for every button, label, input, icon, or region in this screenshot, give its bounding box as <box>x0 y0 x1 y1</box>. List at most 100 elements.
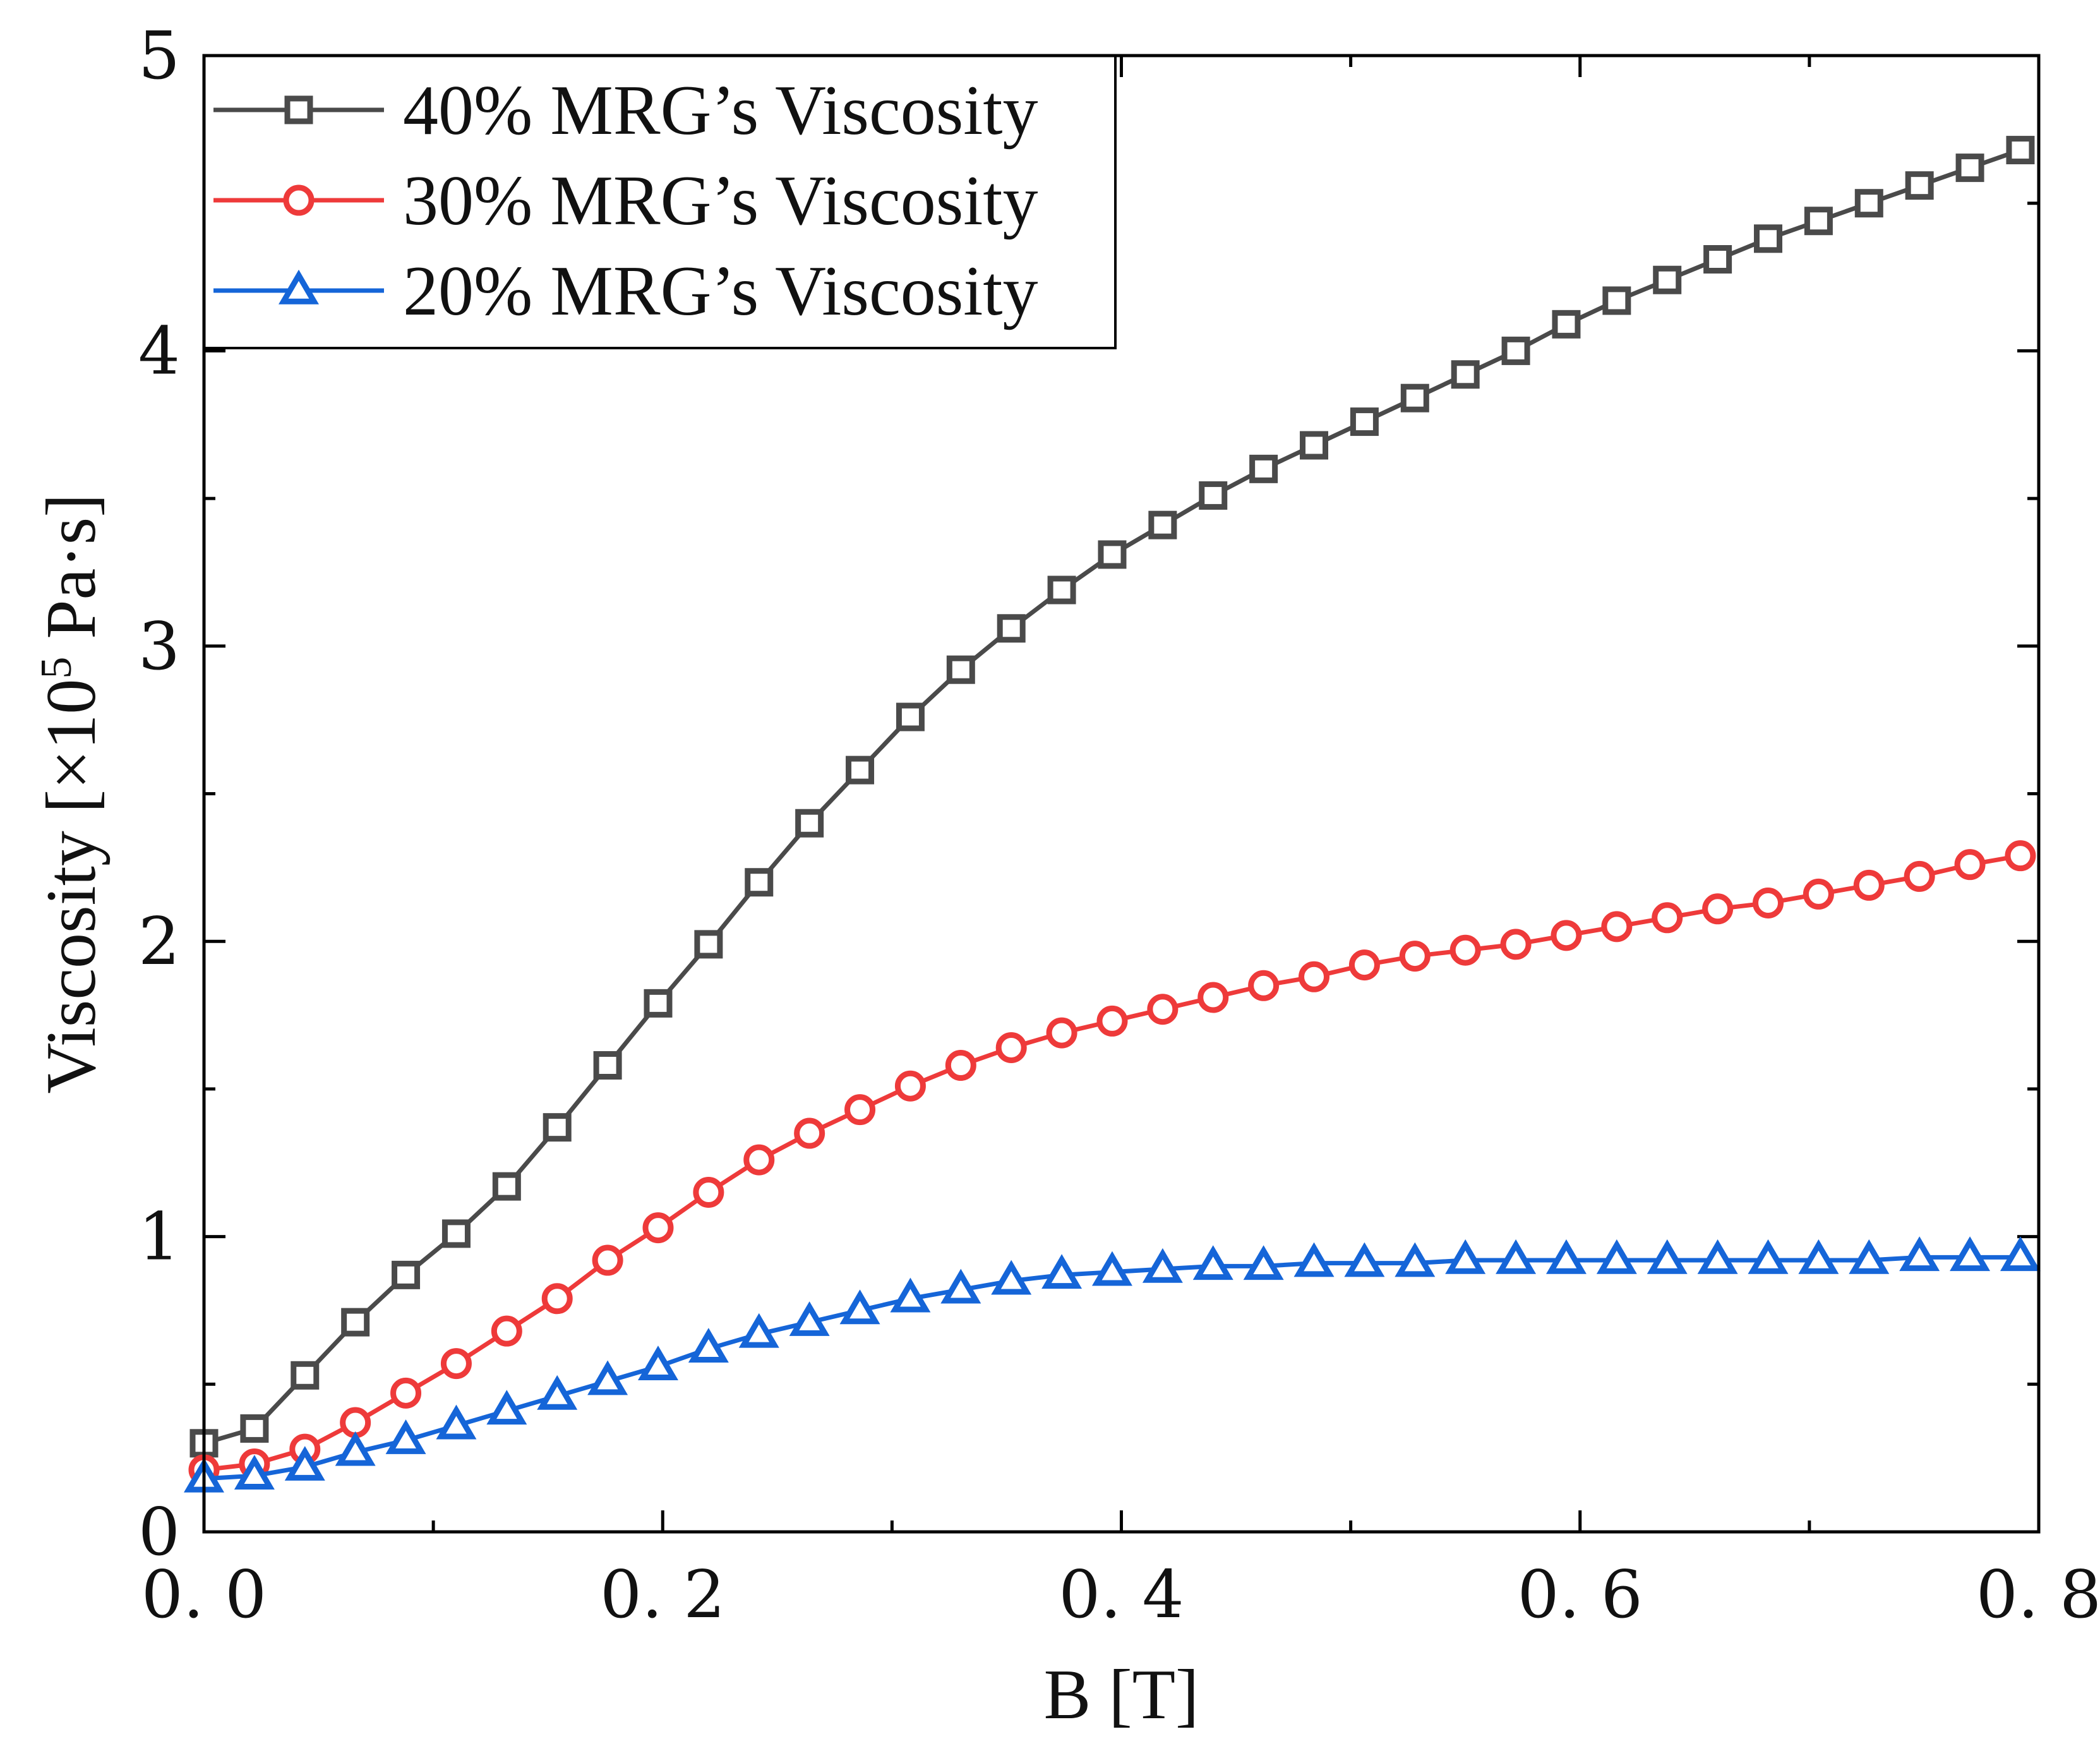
data-point-triangle <box>1596 1239 1637 1274</box>
tick-labels: 0. 0 0. 2 0. 4 0. 6 0. 8 0 1 2 3 4 5 <box>138 17 2100 1633</box>
data-point-circle <box>1753 887 1784 918</box>
legend-marker-square <box>284 95 313 124</box>
data-point-square <box>946 655 975 684</box>
data-point-circle <box>794 1117 825 1149</box>
data-point-circle <box>1803 878 1834 910</box>
data-point-triangle <box>284 1446 325 1481</box>
y-tick-label: 1 <box>138 1198 180 1275</box>
data-point-square <box>644 989 673 1018</box>
data-point-square <box>1300 431 1329 460</box>
data-point-circle <box>592 1244 623 1276</box>
data-point-square <box>1804 207 1833 236</box>
data-point-circle <box>945 1050 976 1081</box>
x-tick-label: 0. 2 <box>600 1556 725 1633</box>
legend-item: 40% MRG’s Viscosity <box>213 71 1038 150</box>
data-point-square <box>392 1260 421 1289</box>
data-point-square <box>341 1308 370 1337</box>
legend-label: 20% MRG’s Viscosity <box>403 252 1038 330</box>
data-point-circle <box>1147 994 1179 1025</box>
data-point-square <box>1199 481 1228 510</box>
y-axis-title-sup: 5 <box>32 657 81 679</box>
data-point-square <box>1047 575 1076 605</box>
data-point-square <box>1955 154 1984 183</box>
data-point-circle <box>1399 941 1431 972</box>
data-point-triangle <box>436 1404 477 1440</box>
data-point-triangle <box>1445 1239 1486 1274</box>
data-point-circle <box>743 1144 775 1176</box>
data-point-triangle <box>1293 1242 1335 1277</box>
x-tick-label: 0. 0 <box>141 1556 267 1633</box>
data-point-circle <box>1348 949 1380 981</box>
legend: 40% MRG’s Viscosity 30% MRG’s Viscosity 20… <box>203 54 1117 349</box>
data-point-triangle <box>1748 1239 1789 1274</box>
data-point-triangle <box>234 1455 275 1490</box>
legend-marker-circle <box>283 184 315 216</box>
data-point-square <box>795 809 824 838</box>
data-point-circle <box>541 1283 573 1315</box>
data-point-triangle <box>1545 1239 1587 1274</box>
data-point-square <box>1854 189 1883 218</box>
data-point-square <box>1249 454 1278 483</box>
data-point-triangle <box>738 1313 779 1348</box>
data-point-circle <box>1046 1017 1077 1049</box>
data-point-triangle <box>1496 1239 1537 1274</box>
data-point-triangle <box>1950 1236 1991 1272</box>
data-point-triangle <box>335 1431 376 1466</box>
data-point-triangle <box>1041 1254 1083 1289</box>
data-point-circle <box>1197 982 1229 1013</box>
data-point-circle <box>1096 1005 1128 1037</box>
x-tick-label: 0. 6 <box>1518 1556 1643 1633</box>
data-point-circle <box>693 1176 724 1208</box>
data-point-square <box>1451 360 1480 389</box>
data-point-square <box>1653 265 1682 294</box>
legend-label: 30% MRG’s Viscosity <box>403 162 1038 240</box>
data-point-circle <box>1954 849 1986 881</box>
data-point-circle <box>390 1377 422 1409</box>
y-tick-label: 3 <box>138 608 180 685</box>
x-tick-label: 0. 4 <box>1059 1556 1184 1633</box>
data-point-triangle <box>2000 1236 2041 1272</box>
plot-frame <box>202 54 2041 1534</box>
data-point-circle <box>1601 911 1633 942</box>
legend-item: 30% MRG’s Viscosity <box>213 162 1038 240</box>
y-tick-label: 2 <box>138 903 180 980</box>
data-point-square <box>291 1361 320 1390</box>
data-point-triangle <box>1647 1239 1688 1274</box>
data-point-square <box>492 1172 521 1201</box>
series-square <box>189 136 2035 1458</box>
data-point-triangle <box>1849 1239 1890 1274</box>
legend-marker-triangle <box>279 269 319 304</box>
data-point-square <box>745 868 774 897</box>
data-point-triangle <box>1395 1242 1436 1277</box>
legend-item: 20% MRG’s Viscosity <box>213 252 1038 330</box>
data-point-triangle <box>1091 1251 1132 1286</box>
data-point-circle <box>642 1212 674 1244</box>
series-layer <box>184 136 2041 1493</box>
data-point-square <box>1350 407 1379 436</box>
data-point-circle <box>1551 920 1582 951</box>
data-point-circle <box>440 1348 472 1380</box>
data-point-square <box>997 614 1026 643</box>
data-point-triangle <box>486 1390 527 1425</box>
data-point-circle <box>844 1094 876 1126</box>
data-point-circle <box>1904 860 1935 892</box>
data-point-triangle <box>789 1301 830 1336</box>
data-point-circle <box>1500 929 1532 960</box>
data-point-circle <box>1449 934 1481 966</box>
data-point-square <box>441 1219 471 1248</box>
data-point-circle <box>1299 961 1330 992</box>
data-point-square <box>593 1051 622 1080</box>
data-point-square <box>1400 383 1429 412</box>
data-point-triangle <box>1798 1239 1839 1274</box>
data-point-square <box>694 930 723 959</box>
x-tick-label: 0. 8 <box>1976 1556 2100 1633</box>
data-point-square <box>1501 336 1530 365</box>
legend-label: 40% MRG’s Viscosity <box>403 71 1038 150</box>
y-axis-title-tail: Pa·s] <box>32 493 111 656</box>
data-point-circle <box>1248 970 1280 1001</box>
data-point-triangle <box>991 1260 1032 1295</box>
data-point-square <box>240 1414 269 1443</box>
data-point-circle <box>2005 840 2036 872</box>
data-point-triangle <box>1192 1245 1233 1280</box>
data-point-square <box>1602 286 1631 315</box>
